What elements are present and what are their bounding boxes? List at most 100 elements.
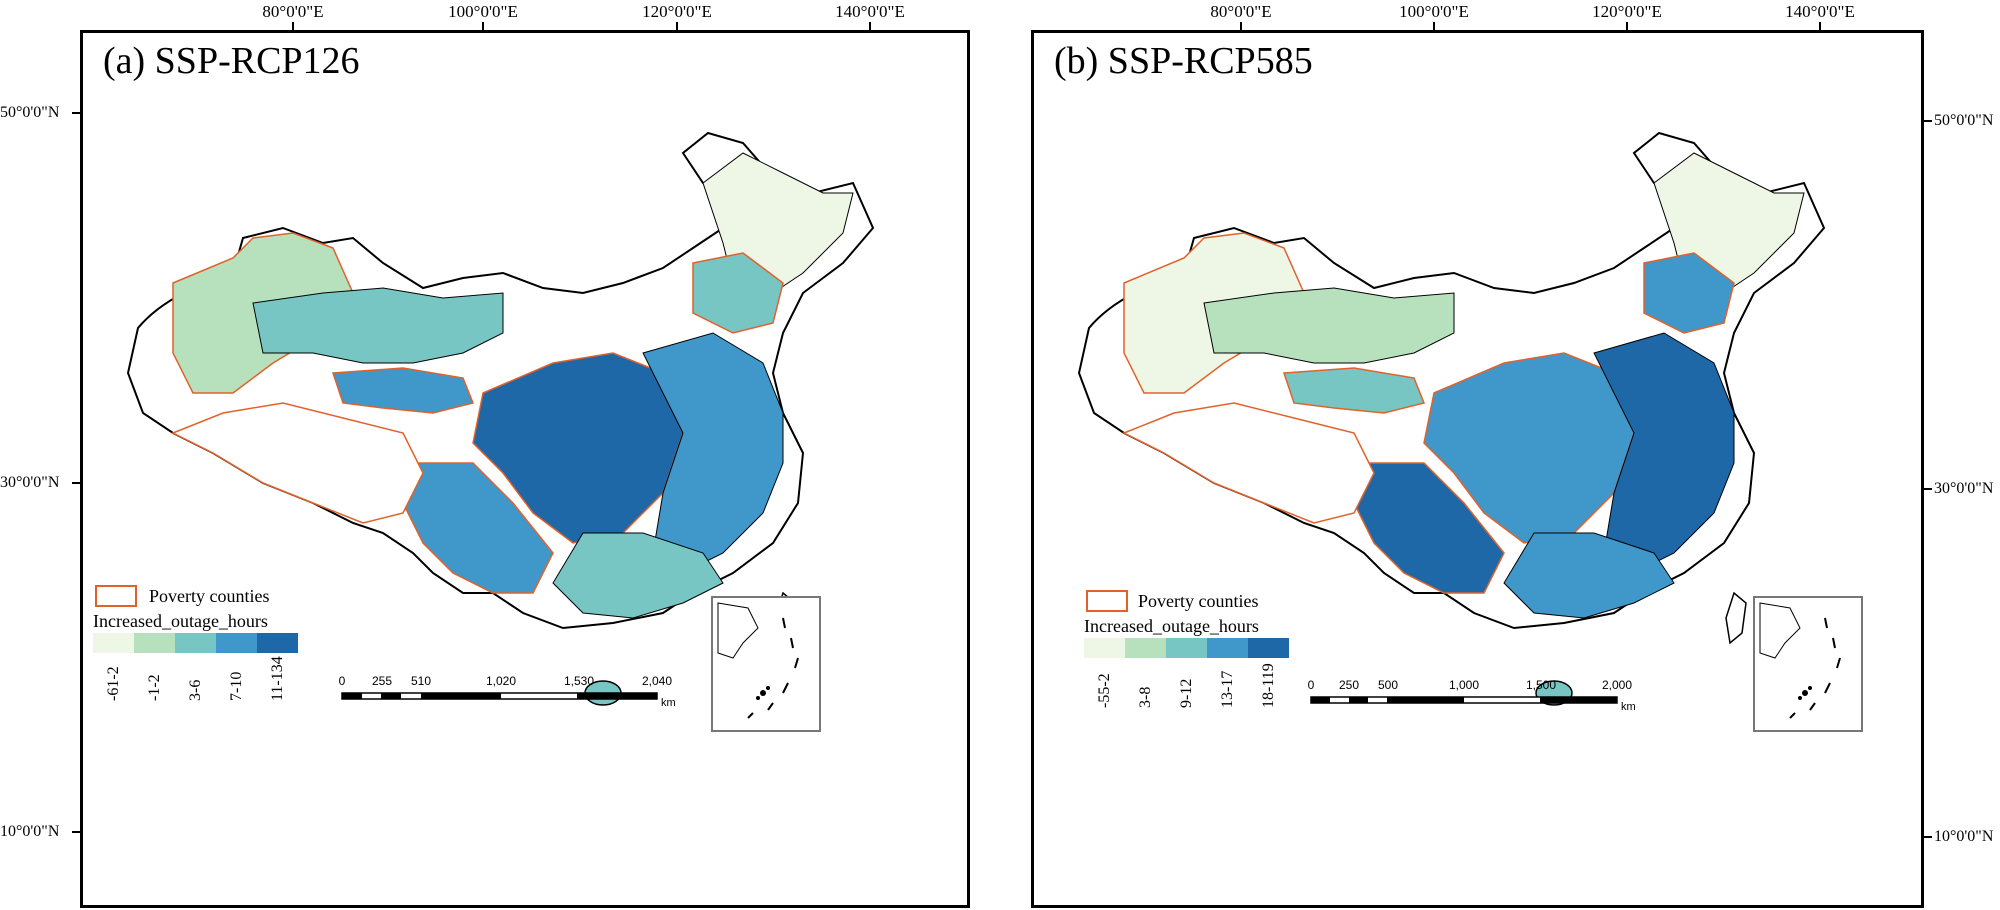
- legend-class-label: 18-119: [1260, 663, 1277, 708]
- lon-label: 80°0'0"E: [262, 2, 324, 21]
- legend-class-label: 13-17: [1219, 670, 1236, 708]
- lon-tick: [1626, 22, 1628, 30]
- legend-swatch-3: [175, 633, 216, 653]
- legend-title: Increased_outage_hours: [93, 611, 268, 631]
- south-china-sea-inset: [1753, 596, 1863, 732]
- lon-tick: [1819, 22, 1821, 30]
- region-blue-east: [1593, 332, 1735, 574]
- lon-tick: [292, 22, 294, 30]
- scale-bar: [1310, 696, 1618, 704]
- poverty-legend-label: Poverty counties: [1138, 591, 1259, 611]
- lat-label: 30°0'0"N: [0, 474, 60, 491]
- scale-label: 0: [338, 674, 346, 688]
- lat-label: 50°0'0"N: [1934, 112, 1994, 129]
- legend-swatch-1: [93, 633, 134, 653]
- legend-class-label: -55-2: [1096, 673, 1113, 708]
- inset-map: [717, 602, 799, 719]
- legend-swatch-2: [134, 633, 175, 653]
- legend-swatch-5: [1248, 638, 1289, 658]
- legend-class-label: 11-134: [269, 656, 286, 701]
- scale-unit: km: [1621, 701, 1636, 713]
- lat-tick: [1924, 836, 1932, 838]
- poverty-legend-label: Poverty counties: [149, 586, 270, 606]
- lon-label: 140°0'0"E: [835, 2, 905, 21]
- legend-swatch-4: [1207, 638, 1248, 658]
- legend-class-label: 3-8: [1137, 686, 1154, 708]
- lon-tick: [869, 22, 871, 30]
- scale-label: 255: [371, 674, 393, 688]
- lon-label: 100°0'0"E: [1399, 2, 1469, 21]
- scale-label: 1,500: [1525, 678, 1557, 692]
- lat-tick: [1924, 488, 1932, 490]
- region-south: [402, 462, 554, 594]
- china-map: [1077, 131, 1826, 706]
- legend-swatch-2: [1125, 638, 1166, 658]
- region-blue-west: [1282, 367, 1426, 414]
- region-teal-ne: [692, 252, 784, 334]
- inset-map: [1759, 602, 1841, 719]
- region-teal-nw: [1203, 287, 1455, 364]
- scale-label: 250: [1338, 678, 1360, 692]
- region-dark-central: [472, 352, 684, 544]
- lat-tick: [72, 482, 80, 484]
- scale-label: 500: [1377, 678, 1399, 692]
- inset-coast: [717, 602, 759, 659]
- region-teal-nw: [252, 287, 504, 364]
- lat-label: 10°0'0"N: [0, 823, 60, 840]
- region-south: [1353, 462, 1505, 594]
- south-china-sea-inset: [711, 596, 821, 732]
- region-southeast: [1503, 532, 1675, 619]
- lat-tick: [1924, 120, 1932, 122]
- inset-coast: [1759, 602, 1801, 659]
- legend-swatch-4: [216, 633, 257, 653]
- lat-label: 30°0'0"N: [1934, 480, 1994, 497]
- lat-label: 10°0'0"N: [1934, 828, 1994, 845]
- region-blue-west: [331, 367, 475, 414]
- scale-label: 0: [1307, 678, 1315, 692]
- panel-title: (a) SSP-RCP126: [103, 40, 360, 82]
- scale-label: 2,040: [641, 674, 673, 688]
- region-tibet-poverty: [171, 402, 424, 524]
- china-outline: [126, 131, 875, 706]
- region-dark-central: [1423, 352, 1635, 544]
- lon-tick: [1240, 22, 1242, 30]
- legend-title: Increased_outage_hours: [1084, 616, 1259, 636]
- lon-label: 80°0'0"E: [1210, 2, 1272, 21]
- legend-class-label: -1-2: [146, 674, 163, 701]
- china-outline: [1077, 131, 1826, 706]
- inset-islands: [760, 690, 766, 696]
- legend-class-label: -61-2: [105, 666, 122, 701]
- scale-label: 2,000: [1601, 678, 1633, 692]
- legend-class-label: 9-12: [1178, 678, 1195, 708]
- legend-class-label: 7-10: [228, 671, 245, 701]
- scale-bar: [341, 692, 658, 700]
- lon-tick: [676, 22, 678, 30]
- lon-tick: [1433, 22, 1435, 30]
- lon-label: 120°0'0"E: [1592, 2, 1662, 21]
- lon-tick: [482, 22, 484, 30]
- china-map: [126, 131, 875, 706]
- scale-label: 510: [410, 674, 432, 688]
- legend-swatch-1: [1084, 638, 1125, 658]
- inset-islands: [1802, 690, 1808, 696]
- taiwan-island: [1725, 591, 1747, 645]
- region-blue-east: [642, 332, 784, 574]
- scale-label: 1,530: [563, 674, 595, 688]
- panel-title: (b) SSP-RCP585: [1054, 40, 1313, 82]
- map-panel-a: (a) SSP-RCP126 Poverty counties: [80, 30, 970, 908]
- poverty-legend-swatch: [1086, 590, 1128, 612]
- lat-tick: [72, 831, 80, 833]
- inset-dashes: [747, 617, 799, 719]
- legend-class-label: 3-6: [187, 679, 204, 701]
- map-panel-b: (b) SSP-RCP585 Poverty counties: [1031, 30, 1924, 908]
- lon-label: 140°0'0"E: [1785, 2, 1855, 21]
- region-teal-ne: [1643, 252, 1735, 334]
- inset-dashes: [1789, 617, 1841, 719]
- lon-label: 120°0'0"E: [642, 2, 712, 21]
- lat-label: 50°0'0"N: [0, 104, 60, 121]
- scale-unit: km: [661, 697, 676, 709]
- legend-swatch-3: [1166, 638, 1207, 658]
- lon-label: 100°0'0"E: [448, 2, 518, 21]
- region-southeast: [552, 532, 724, 619]
- scale-label: 1,020: [485, 674, 517, 688]
